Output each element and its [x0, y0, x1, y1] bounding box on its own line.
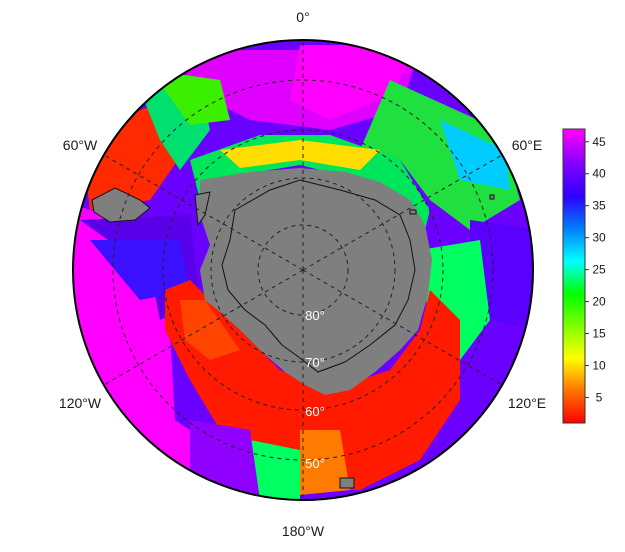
land-antarctic-peninsula — [194, 191, 211, 227]
colorbar-tick-label: 25 — [592, 263, 606, 277]
ocean-field — [190, 420, 260, 500]
lon-label-60e: 60°E — [512, 137, 543, 153]
lat-label-60: 60° — [305, 404, 325, 419]
lon-label-120w: 120°W — [59, 395, 102, 411]
colorbar-tick-label: 15 — [592, 327, 606, 341]
colorbar-frame — [562, 128, 586, 424]
meridian-120e — [302, 269, 503, 386]
colorbar-tick-label: 40 — [592, 167, 606, 181]
graticule-lat-50 — [112, 79, 494, 461]
ocean-field — [440, 120, 510, 190]
colorbar-tick-label: 10 — [592, 358, 606, 372]
ocean-field — [220, 140, 380, 170]
map-disk — [73, 40, 533, 500]
colorbar-tick-label: 20 — [592, 295, 606, 309]
land-antarctica — [200, 168, 432, 395]
meridian-60w — [103, 154, 304, 271]
ocean-field — [360, 80, 520, 230]
land-island — [339, 477, 355, 489]
ocean-field — [150, 70, 230, 125]
coastline — [221, 179, 416, 373]
land-south-america — [91, 187, 151, 223]
colorbar-tick-label: 30 — [592, 231, 606, 245]
lon-label-180w: 180°W — [282, 523, 325, 539]
colorbar-tick-label: 45 — [592, 135, 606, 149]
lon-label-60w: 60°W — [63, 137, 98, 153]
lon-label-120e: 120°E — [508, 395, 546, 411]
colorbar-tick-label: 5 — [596, 390, 603, 404]
ocean-field — [300, 430, 350, 495]
meridian-120w — [103, 269, 304, 386]
lon-label-0: 0° — [296, 9, 309, 25]
colorbar: 5 10 15 20 25 30 35 40 45 — [562, 128, 606, 424]
ocean-field — [180, 300, 240, 360]
land-island — [409, 209, 417, 215]
meridian-60e — [302, 154, 503, 271]
lat-label-80: 80° — [305, 308, 325, 323]
ocean-field — [290, 45, 420, 120]
lat-label-70: 70° — [305, 355, 325, 370]
graticule-lat-80 — [257, 224, 349, 316]
map-border — [72, 39, 534, 501]
colorbar-gradient — [563, 129, 585, 423]
land-island — [489, 194, 495, 200]
graticule-meridians — [103, 40, 503, 500]
colorbar-ticks: 5 10 15 20 25 30 35 40 45 — [585, 135, 606, 404]
lat-label-50: 50° — [305, 456, 325, 471]
ocean-field — [90, 240, 190, 300]
colorbar-tick-label: 35 — [592, 199, 606, 213]
